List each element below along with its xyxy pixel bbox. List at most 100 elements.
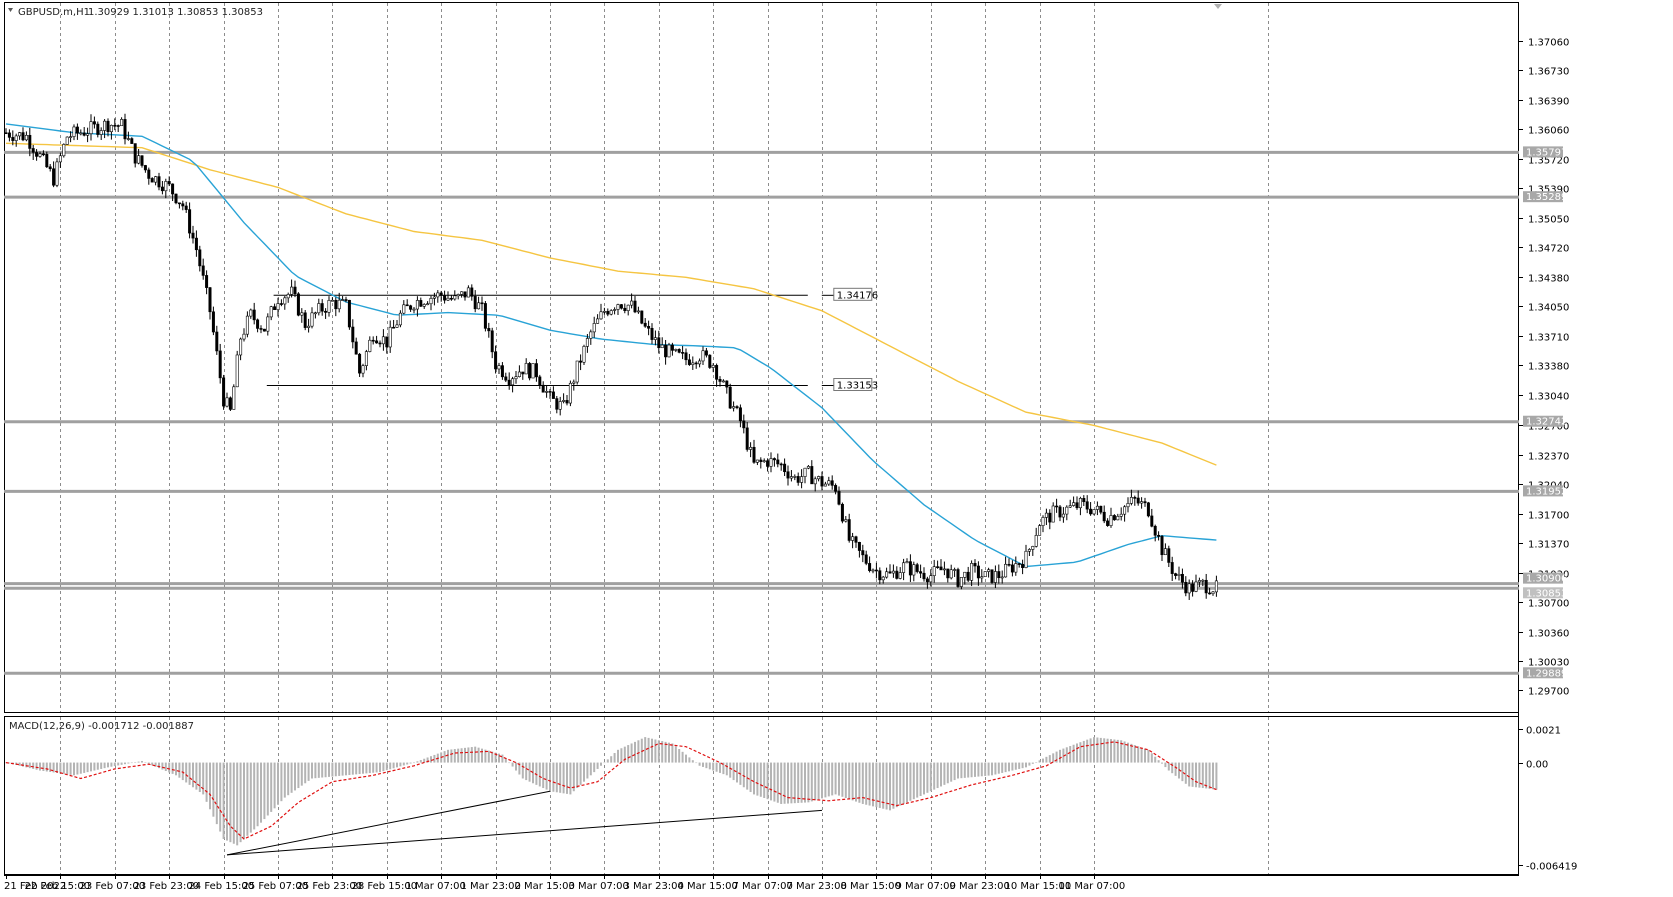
time-label: 25 Feb 07:00 xyxy=(243,881,309,892)
macd-bar xyxy=(314,762,317,779)
candle xyxy=(1194,574,1198,593)
candle xyxy=(75,123,79,140)
macd-bar xyxy=(1164,762,1167,768)
candle xyxy=(840,502,844,524)
candle xyxy=(79,129,83,136)
candle-body xyxy=(514,376,518,380)
candle xyxy=(1061,507,1065,523)
macd-bar xyxy=(725,762,728,776)
macd-bar xyxy=(793,762,796,804)
macd-bar xyxy=(117,762,120,766)
candle xyxy=(48,164,52,172)
macd-bar xyxy=(127,762,130,764)
macd-bar xyxy=(933,762,936,790)
price-tick-label: 1.34380 xyxy=(1528,274,1569,285)
candle xyxy=(881,575,885,584)
candle-body xyxy=(609,310,613,315)
macd-bar xyxy=(708,762,711,770)
macd-bar xyxy=(195,762,198,790)
candle-body xyxy=(164,181,168,192)
candle-body xyxy=(116,125,120,127)
macd-bar xyxy=(447,749,449,763)
candle xyxy=(245,311,249,338)
macd-bar xyxy=(8,762,11,764)
macd-bar xyxy=(1212,762,1214,790)
horizontal-levels[interactable] xyxy=(4,150,1519,675)
candle-body xyxy=(395,324,399,328)
candle-body xyxy=(273,306,277,311)
candle xyxy=(269,305,273,321)
candle xyxy=(942,561,946,576)
candle-body xyxy=(847,519,851,541)
candle-body xyxy=(871,569,875,572)
macd-bar xyxy=(181,762,184,781)
candle xyxy=(273,303,277,311)
candle-body xyxy=(303,312,307,328)
macd-bar xyxy=(93,762,96,771)
candle xyxy=(521,371,525,380)
candle-body xyxy=(354,341,358,355)
macd-bar xyxy=(538,762,541,787)
macd-bar xyxy=(600,762,602,766)
macd-bar xyxy=(389,762,392,770)
candle xyxy=(980,569,984,583)
macd-bar xyxy=(246,762,249,836)
candle xyxy=(266,313,270,336)
candle xyxy=(990,569,994,584)
candle xyxy=(1092,509,1096,516)
candle xyxy=(211,306,215,336)
range-lines[interactable]: 1.34176 1.33153 xyxy=(266,287,878,392)
candle-body xyxy=(351,326,355,343)
candle xyxy=(528,361,532,381)
macd-bar xyxy=(729,762,732,778)
macd-bar xyxy=(583,762,585,782)
candle xyxy=(456,293,460,300)
candle-body xyxy=(215,331,219,352)
candle xyxy=(422,303,426,309)
macd-bar xyxy=(814,762,817,801)
macd-bar xyxy=(705,762,708,769)
candle xyxy=(596,314,600,324)
macd-divergence-lines[interactable] xyxy=(226,790,823,856)
shift-marker-icon[interactable] xyxy=(1214,4,1222,9)
candle-body xyxy=(317,303,321,314)
candle-body xyxy=(86,133,90,136)
macd-bar xyxy=(205,762,208,802)
triangle-down-icon[interactable] xyxy=(8,8,13,12)
price-level-label: 1.32742 xyxy=(1526,417,1567,428)
candlesticks xyxy=(4,113,1218,600)
candle-body xyxy=(1095,505,1099,510)
candle-body xyxy=(606,311,610,315)
candle xyxy=(487,322,491,338)
candle-body xyxy=(718,379,722,382)
time-label: 21 Feb 2022 xyxy=(4,881,66,892)
candle xyxy=(181,200,185,211)
candle xyxy=(711,363,715,373)
macd-bar xyxy=(1106,738,1109,763)
candle-body xyxy=(320,303,324,312)
candle-body xyxy=(602,311,606,313)
price-tick-label: 1.29700 xyxy=(1528,687,1569,698)
candle xyxy=(616,303,620,315)
macd-bar xyxy=(875,762,878,808)
candle xyxy=(1075,496,1079,510)
price-level-label-box xyxy=(1523,667,1563,679)
macd-bar xyxy=(858,762,861,803)
macd-bar xyxy=(841,762,844,797)
symbol-label: GBPUSD.m,H1 xyxy=(18,7,90,18)
range-line-label-box xyxy=(833,287,873,301)
macd-bar xyxy=(124,762,126,765)
candle xyxy=(973,559,977,573)
candle xyxy=(514,370,518,384)
candle xyxy=(565,395,569,406)
candle xyxy=(725,380,729,394)
macd-bar xyxy=(821,762,823,799)
candle-body xyxy=(626,304,630,311)
candle-body xyxy=(497,365,501,370)
macd-bar xyxy=(525,762,528,781)
macd-bar xyxy=(56,762,58,773)
macd-bar xyxy=(824,762,827,798)
macd-bar xyxy=(300,762,303,786)
candle xyxy=(116,124,120,133)
